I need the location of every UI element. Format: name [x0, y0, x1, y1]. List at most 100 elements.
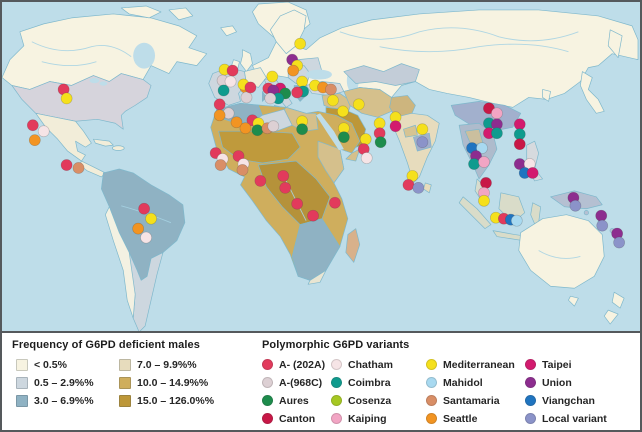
map-variant-dot [26, 119, 39, 132]
frequency-label: 7.0 – 9.9%% [137, 358, 197, 371]
map-variant-dot [468, 158, 480, 170]
map-variant-dot [254, 175, 267, 187]
frequency-label: 0.5 – 2.9%% [34, 376, 94, 389]
map-variant-dot [329, 196, 341, 209]
map-variant-dot [266, 70, 279, 83]
variant-label: Chatham [348, 358, 393, 371]
variant-color-dot [426, 377, 437, 388]
map-variant-dot [251, 124, 264, 137]
variant-legend-item: Seattle [426, 410, 525, 427]
variant-color-dot [525, 359, 536, 370]
variant-label: Cosenza [348, 394, 392, 407]
variant-label: A- (202A) [279, 358, 326, 371]
map-variant-dot [595, 209, 608, 222]
map-variant-dot [513, 138, 526, 151]
map-variant-dot [60, 92, 73, 105]
map-variant-dot [224, 75, 237, 88]
variant-label: Seattle [443, 412, 478, 425]
map-variant-dot [491, 127, 503, 140]
map-variant-dot [596, 219, 609, 232]
legend-variants-items: A- (202A) A-(968C) Aures Canton Chatham Coimb… [262, 356, 638, 427]
legend-frequency: Frequency of G6PD deficient males < 0.5%… [12, 337, 257, 409]
variant-label: Viangchan [542, 394, 595, 407]
map-variant-dot [140, 231, 152, 244]
variant-label: Canton [279, 412, 316, 425]
variant-legend-item: Canton [262, 410, 331, 427]
frequency-class-item: 3.0 – 6.9%% [16, 392, 119, 409]
map-variant-dot [217, 84, 230, 97]
legend-frequency-title: Frequency of G6PD deficient males [12, 339, 200, 351]
frequency-label: 15.0 – 126.0%% [137, 394, 215, 407]
map-variant-dot [352, 98, 365, 111]
variant-legend-item: Mediterranean [426, 356, 525, 373]
frequency-swatch [119, 358, 131, 371]
variant-legend-item: Taipei [525, 356, 633, 373]
variant-label: Aures [279, 394, 309, 407]
variant-label: Local variant [542, 412, 607, 425]
variant-color-dot [331, 359, 342, 370]
map-variant-dot [138, 202, 150, 215]
variant-color-dot [262, 359, 273, 370]
map-variant-dot [327, 94, 339, 107]
map-variant-dot [291, 86, 304, 99]
map-variant-dot [72, 162, 85, 174]
variant-color-dot [262, 395, 273, 406]
map-variant-dot [513, 128, 526, 141]
map-variant-dot [510, 214, 523, 227]
variant-color-dot [525, 395, 536, 406]
frequency-label: 10.0 – 14.9%% [137, 376, 209, 389]
map-variant-dot [373, 117, 386, 130]
map-variant-dot [28, 134, 41, 147]
frequency-swatch [119, 376, 131, 389]
frequency-swatch [16, 376, 28, 389]
variant-color-dot [262, 377, 273, 388]
map-variant-dot [476, 142, 488, 154]
variant-legend-item: Kaiping [331, 410, 426, 427]
frequency-swatch [16, 394, 28, 407]
frequency-class-item: 7.0 – 9.9%% [119, 356, 269, 373]
frequency-class-item: 15.0 – 126.0%% [119, 392, 269, 409]
map-variant-dot [37, 125, 50, 138]
map-variant-dot [294, 37, 306, 50]
variant-legend-item: Mahidol [426, 374, 525, 391]
map-variant-dot [287, 64, 300, 77]
variant-legend-item: Local variant [525, 410, 633, 427]
map-variant-dot [360, 152, 373, 164]
map-variant-dot [145, 212, 157, 225]
variant-legend-item: Chatham [331, 356, 426, 373]
variant-label: A-(968C) [279, 376, 323, 389]
map-variant-dot [480, 177, 492, 189]
map-variant-dot [240, 91, 253, 104]
map-variant-dot [244, 81, 257, 94]
map-variant-dot [513, 118, 526, 131]
variant-color-dot [262, 413, 273, 424]
map-variant-dot [491, 107, 503, 120]
map-variant-dot [526, 167, 539, 179]
variant-color-dot [331, 395, 342, 406]
variant-color-dot [426, 359, 437, 370]
variant-color-dot [426, 395, 437, 406]
frequency-class-item: < 0.5% [16, 356, 119, 373]
variant-label: Union [542, 376, 572, 389]
variant-legend-item: A- (202A) [262, 356, 331, 373]
map-variant-dot [291, 197, 304, 210]
map-variant-dot [402, 179, 415, 191]
map-variant-dot [374, 136, 387, 149]
variant-color-dot [525, 413, 536, 424]
map-variant-dot [478, 156, 490, 168]
variant-label: Kaiping [348, 412, 387, 425]
variant-color-dot [426, 413, 437, 424]
variant-legend-item: Viangchan [525, 392, 633, 409]
map-variant-dot [213, 98, 226, 111]
frequency-class-item: 10.0 – 14.9%% [119, 374, 269, 391]
map-variant-dot [236, 164, 249, 176]
map-variant-dot [230, 116, 243, 129]
map-variant-dot [214, 159, 227, 171]
map-variant-dot [337, 131, 350, 144]
map-variant-dot [132, 222, 145, 235]
map-variant-dot [416, 136, 429, 149]
map-variant-dot [569, 199, 582, 212]
map-variant-dot [613, 236, 625, 249]
variant-label: Mediterranean [443, 358, 515, 371]
